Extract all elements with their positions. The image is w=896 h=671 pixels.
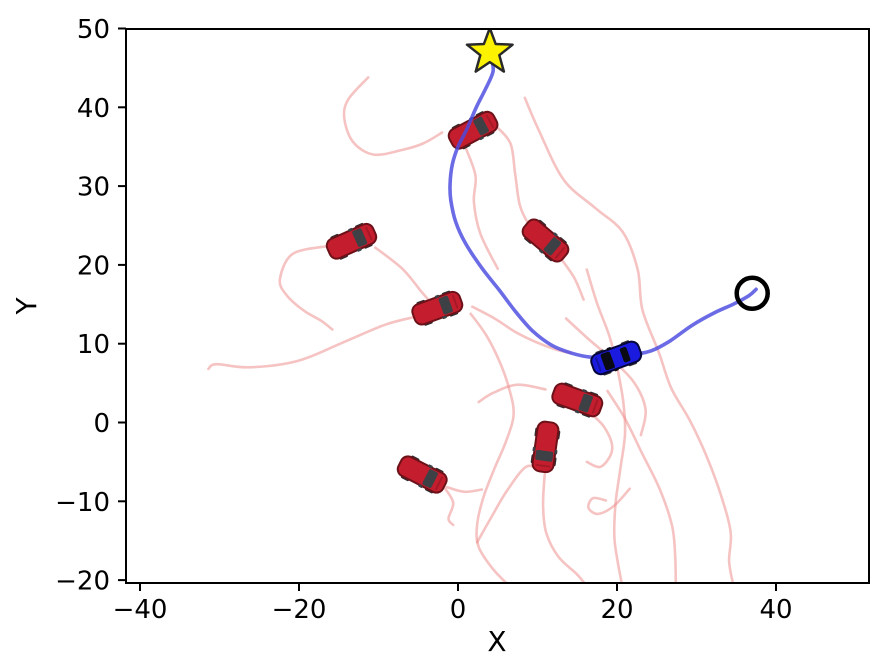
x-tick-label: 40 — [759, 595, 792, 625]
mirror — [532, 446, 536, 452]
mirror — [606, 347, 612, 351]
car-body — [411, 290, 464, 326]
hood-line — [554, 246, 566, 259]
y-axis: −20 −10 0 10 20 30 40 50 — [55, 15, 126, 597]
agent-trail — [278, 244, 334, 331]
agent-trail — [464, 147, 500, 271]
agent-trail — [606, 389, 678, 583]
agent-trail — [523, 96, 735, 583]
y-tick-label: 20 — [77, 251, 110, 281]
mirror — [428, 464, 433, 469]
agent-trail — [558, 255, 585, 301]
x-axis: −40 −20 0 20 40 — [113, 583, 793, 625]
mirror — [614, 367, 619, 372]
agent-trail — [207, 315, 417, 371]
agent-trail — [445, 485, 484, 494]
markers-layer — [465, 29, 770, 312]
y-tick-label: −10 — [55, 488, 110, 518]
x-tick-label: −40 — [113, 595, 168, 625]
car-body — [325, 222, 378, 260]
hood-line — [591, 399, 599, 414]
windshield — [352, 228, 368, 247]
hood-line — [595, 357, 602, 372]
start-circle — [734, 275, 770, 312]
agent-trail — [475, 464, 542, 544]
agent-trail — [469, 312, 515, 583]
windshield — [473, 116, 489, 136]
mirror — [574, 410, 580, 414]
windshield — [422, 469, 438, 488]
mirror — [357, 248, 362, 252]
axes-spines — [125, 28, 870, 584]
x-tick-label: 20 — [600, 595, 633, 625]
red-car — [325, 222, 378, 260]
ego-trajectory — [448, 56, 758, 360]
windshield — [535, 449, 554, 462]
mirror — [539, 249, 544, 254]
x-axis-label: X — [487, 625, 506, 658]
y-tick-label: 0 — [93, 409, 110, 439]
agent-trail — [586, 487, 631, 516]
y-axis-label: Y — [10, 297, 43, 316]
car-body — [396, 455, 448, 494]
red-car — [551, 382, 604, 418]
mirror — [418, 484, 423, 488]
ego-trajectory-layer — [448, 56, 758, 360]
mirror — [479, 136, 484, 141]
agent-trail — [444, 487, 455, 527]
hood-line — [451, 294, 459, 309]
agent-trail — [374, 246, 433, 304]
hood-line — [435, 476, 444, 490]
windshield — [578, 393, 593, 413]
hood-line — [365, 226, 373, 241]
hood-line — [485, 114, 494, 129]
mirror — [442, 315, 447, 320]
agent-trails-layer — [207, 76, 735, 583]
windshield — [438, 295, 453, 315]
car-body — [521, 218, 570, 263]
windshield — [600, 351, 615, 371]
car-body — [590, 340, 643, 376]
y-tick-label: −20 — [55, 567, 110, 597]
y-tick-label: 40 — [77, 94, 110, 124]
mirror — [554, 449, 558, 455]
agent-trail — [564, 317, 648, 437]
agent-trail — [583, 407, 614, 469]
red-car — [521, 218, 570, 263]
y-tick-label: 10 — [77, 330, 110, 360]
y-tick-label: 50 — [77, 15, 110, 45]
agent-trail — [471, 305, 573, 355]
hood-line — [535, 463, 551, 468]
ego-car — [590, 340, 643, 376]
ego-vehicle-layer — [590, 340, 643, 376]
red-car — [530, 420, 561, 474]
mirror — [582, 389, 587, 393]
red-car — [396, 455, 448, 494]
windshield — [543, 237, 561, 256]
goal-star — [465, 29, 514, 73]
mirror — [434, 294, 440, 299]
y-tick-label: 30 — [77, 173, 110, 203]
mirror — [348, 227, 353, 232]
agent-trail — [342, 76, 444, 157]
red-car — [411, 290, 464, 326]
rear-window — [619, 346, 631, 363]
x-tick-label: −20 — [272, 595, 327, 625]
mirror — [553, 232, 558, 237]
agent-trail — [541, 473, 587, 583]
x-tick-label: 0 — [450, 595, 467, 625]
agent-trail — [477, 383, 547, 404]
car-body — [551, 382, 604, 418]
